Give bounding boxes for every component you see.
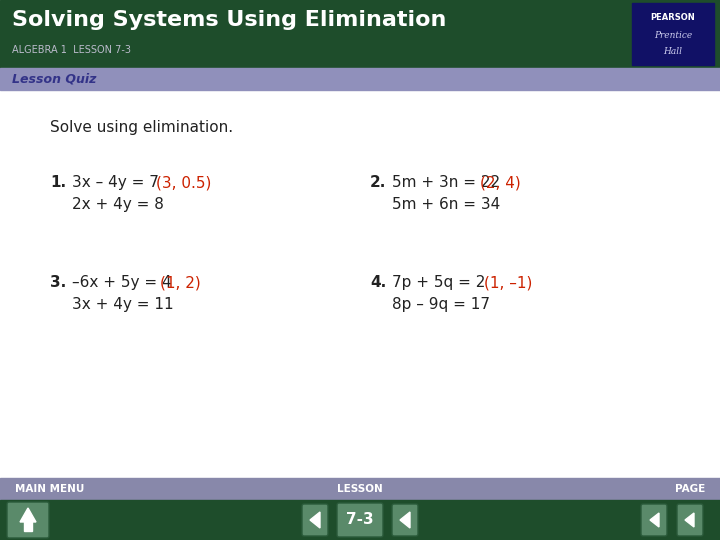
Text: 7-3: 7-3 bbox=[346, 512, 374, 528]
Text: 8p – 9q = 17: 8p – 9q = 17 bbox=[392, 297, 490, 312]
Text: (1, 2): (1, 2) bbox=[160, 275, 201, 290]
FancyBboxPatch shape bbox=[392, 504, 418, 536]
Bar bbox=[0, 90, 720, 478]
Text: 2.: 2. bbox=[370, 175, 387, 190]
Polygon shape bbox=[20, 508, 36, 522]
Text: 3.: 3. bbox=[50, 275, 66, 290]
Text: 5m + 6n = 34: 5m + 6n = 34 bbox=[392, 197, 500, 212]
Text: Prentice: Prentice bbox=[654, 31, 692, 40]
Bar bbox=[632, 3, 714, 65]
Text: 2x + 4y = 8: 2x + 4y = 8 bbox=[72, 197, 164, 212]
Polygon shape bbox=[310, 512, 320, 528]
Text: MAIN MENU: MAIN MENU bbox=[15, 484, 84, 494]
Bar bbox=[24, 521, 32, 531]
Text: (1, –1): (1, –1) bbox=[484, 275, 532, 290]
FancyBboxPatch shape bbox=[302, 504, 328, 536]
Text: 3x – 4y = 7: 3x – 4y = 7 bbox=[72, 175, 159, 190]
Bar bbox=[0, 500, 720, 540]
Bar bbox=[0, 0, 720, 68]
Text: 7p + 5q = 2: 7p + 5q = 2 bbox=[392, 275, 485, 290]
FancyBboxPatch shape bbox=[337, 503, 383, 537]
Polygon shape bbox=[685, 513, 694, 527]
FancyBboxPatch shape bbox=[641, 504, 667, 536]
Text: PEARSON: PEARSON bbox=[651, 14, 696, 22]
FancyBboxPatch shape bbox=[677, 504, 703, 536]
Text: 3x + 4y = 11: 3x + 4y = 11 bbox=[72, 297, 174, 312]
Text: Solve using elimination.: Solve using elimination. bbox=[50, 120, 233, 135]
Polygon shape bbox=[650, 513, 659, 527]
Text: Solving Systems Using Elimination: Solving Systems Using Elimination bbox=[12, 10, 446, 30]
Text: 4.: 4. bbox=[370, 275, 386, 290]
Polygon shape bbox=[400, 512, 410, 528]
Text: Lesson Quiz: Lesson Quiz bbox=[12, 72, 96, 85]
Text: (2, 4): (2, 4) bbox=[480, 175, 521, 190]
FancyBboxPatch shape bbox=[7, 502, 49, 538]
Text: 5m + 3n = 22: 5m + 3n = 22 bbox=[392, 175, 500, 190]
Text: 1.: 1. bbox=[50, 175, 66, 190]
Text: LESSON: LESSON bbox=[337, 484, 383, 494]
Bar bbox=[0, 68, 720, 90]
Text: –6x + 5y = 4: –6x + 5y = 4 bbox=[72, 275, 171, 290]
Text: (3, 0.5): (3, 0.5) bbox=[156, 175, 211, 190]
Text: PAGE: PAGE bbox=[675, 484, 705, 494]
Text: ALGEBRA 1  LESSON 7-3: ALGEBRA 1 LESSON 7-3 bbox=[12, 45, 131, 55]
Text: Hall: Hall bbox=[664, 47, 683, 56]
Bar bbox=[0, 478, 720, 500]
